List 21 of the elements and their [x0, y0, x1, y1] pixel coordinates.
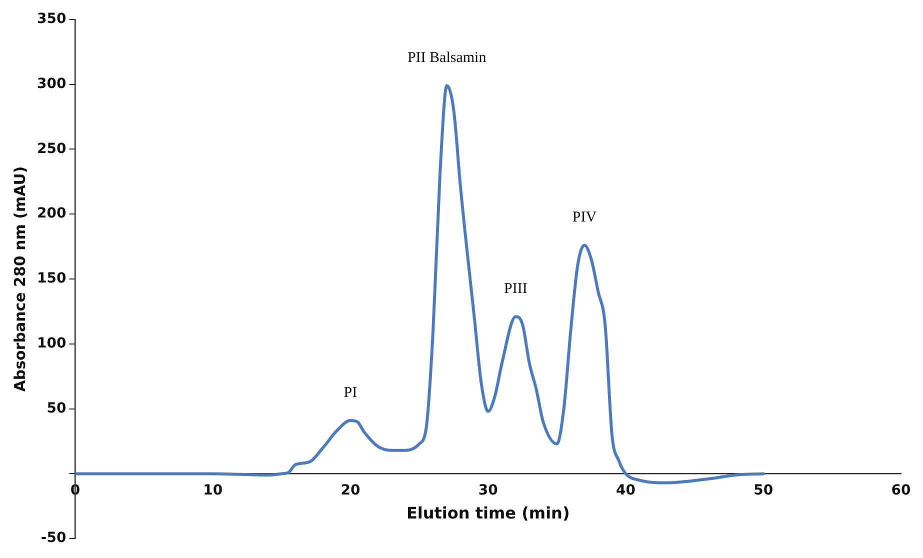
y-tick-label: 300: [36, 76, 66, 92]
x-axis-title: Elution time (min): [406, 503, 570, 522]
y-tick-label: 100: [36, 336, 66, 352]
annotation: PI: [344, 384, 358, 401]
y-tick-label: 150: [36, 270, 66, 287]
y-tick-label: -50: [40, 530, 66, 546]
annotation: PII Balsamin: [407, 50, 487, 66]
line-series: [75, 84, 765, 484]
x-tick-label: 10: [203, 482, 223, 499]
y-tick-label: 50: [46, 400, 66, 416]
x-tick-label: 60: [891, 482, 911, 499]
x-tick-label: 40: [616, 482, 636, 499]
y-tick-label: 250: [36, 140, 66, 157]
x-tick-label: 20: [340, 482, 360, 499]
x-tick-label: 50: [754, 482, 774, 499]
x-tick-label: 30: [478, 482, 498, 499]
y-tick-label: 200: [36, 206, 66, 222]
y-tick-label: 350: [36, 11, 66, 28]
annotation: PIV: [572, 210, 597, 226]
annotation: PIII: [504, 281, 528, 298]
y-axis-title: Absorbance 280 nm (mAU): [10, 166, 29, 392]
